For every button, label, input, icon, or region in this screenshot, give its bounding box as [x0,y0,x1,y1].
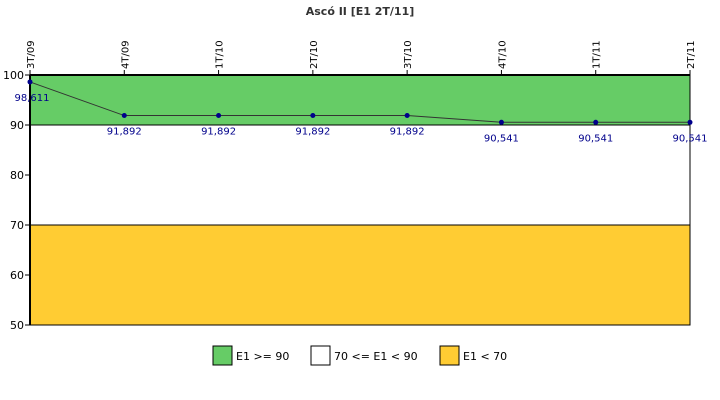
data-point [404,113,410,119]
data-point [121,113,127,119]
x-tick-label: 1T/10 [215,40,226,69]
data-point [216,113,222,119]
x-tick-label: 3T/10 [403,40,414,69]
y-tick-label: 80 [10,169,24,182]
data-point [687,119,693,125]
legend-label: 70 <= E1 < 90 [334,350,418,363]
data-label: 90,541 [578,133,613,144]
data-label: 98,611 [15,93,50,104]
series-line [29,81,690,123]
series-layer [27,79,693,125]
legend-label: E1 >= 90 [236,350,289,363]
data-point [310,113,316,119]
x-tick-label: 2T/11 [686,40,697,69]
chart-title: Ascó II [E1 2T/11] [306,5,415,18]
legend: E1 >= 90 70 <= E1 < 90 E1 < 70 [212,345,507,366]
data-label: 90,541 [484,133,519,144]
y-tick-label: 100 [3,69,24,82]
data-label: 91,892 [201,127,236,138]
legend-swatch [310,345,331,366]
data-point [593,119,599,125]
data-point [498,119,504,125]
x-tick-label: 4T/10 [497,40,508,69]
x-tick-label: 3T/09 [26,40,37,69]
x-tick-label: 2T/10 [309,40,320,69]
y-tick-label: 60 [10,269,24,282]
legend-label: E1 < 70 [463,350,507,363]
data-label: 91,892 [295,127,330,138]
y-tick-label: 50 [10,319,24,332]
band-2 [29,224,691,326]
data-labels: 98,611 91,892 91,892 91,892 91,892 90,541 90,5… [15,93,708,144]
x-tick-label: 4T/09 [120,40,131,69]
legend-swatch [439,345,460,366]
data-label: 90,541 [673,133,708,144]
data-label: 91,892 [107,127,142,138]
x-tick-label: 1T/11 [592,40,603,69]
y-tick-label: 70 [10,219,24,232]
threshold-bands [29,74,691,326]
y-tick-label: 90 [10,119,24,132]
band-0 [29,74,691,126]
data-point [27,79,33,85]
legend-swatch [212,345,233,366]
data-label: 91,892 [390,127,425,138]
band-1 [29,124,691,226]
